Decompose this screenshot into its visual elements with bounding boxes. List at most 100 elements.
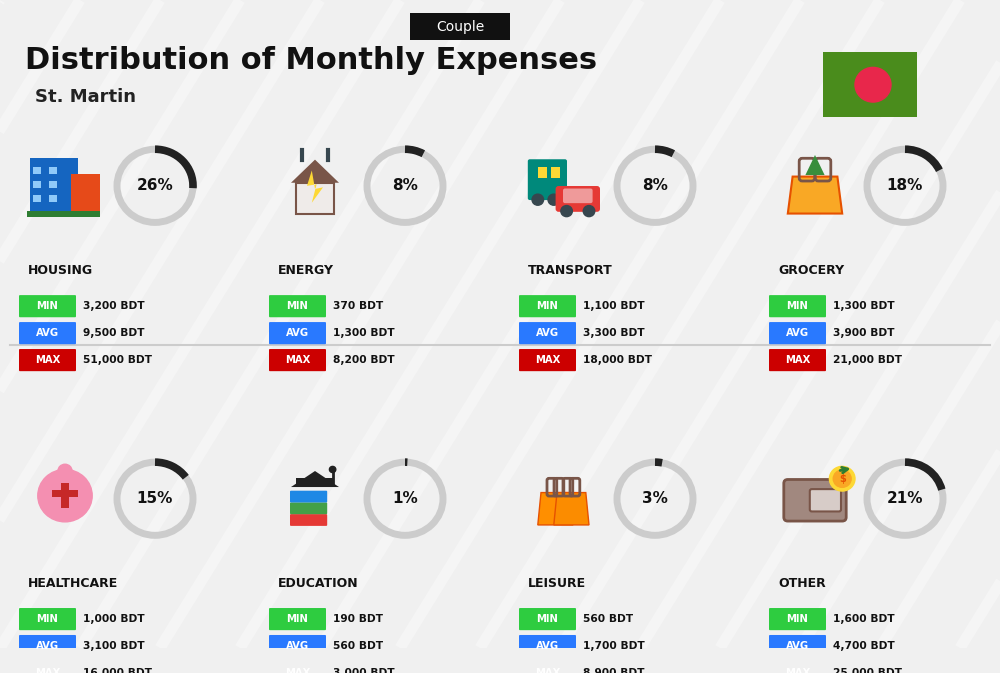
Text: MIN: MIN [37,302,58,311]
Circle shape [829,466,855,491]
Text: HEALTHCARE: HEALTHCARE [28,577,118,590]
FancyBboxPatch shape [19,349,76,371]
Text: 190 BDT: 190 BDT [333,614,383,624]
FancyBboxPatch shape [269,322,326,344]
Text: AVG: AVG [36,641,59,651]
FancyBboxPatch shape [556,186,600,212]
Text: 1,700 BDT: 1,700 BDT [583,641,645,651]
Text: MIN: MIN [787,302,808,311]
Text: 1,100 BDT: 1,100 BDT [583,302,645,311]
FancyBboxPatch shape [810,489,841,511]
Text: 8,900 BDT: 8,900 BDT [583,668,644,673]
Text: 3,900 BDT: 3,900 BDT [833,328,895,338]
Text: MAX: MAX [785,355,810,365]
Text: 3,100 BDT: 3,100 BDT [83,641,145,651]
FancyBboxPatch shape [551,168,560,178]
FancyBboxPatch shape [822,52,917,118]
FancyBboxPatch shape [410,13,510,40]
Text: EDUCATION: EDUCATION [278,577,359,590]
Circle shape [561,205,572,217]
Text: 8,200 BDT: 8,200 BDT [333,355,395,365]
FancyBboxPatch shape [538,168,547,178]
FancyBboxPatch shape [296,183,334,213]
Polygon shape [538,493,573,525]
FancyBboxPatch shape [528,160,567,200]
Text: MAX: MAX [35,668,60,673]
Text: 1,000 BDT: 1,000 BDT [83,614,145,624]
Text: MAX: MAX [285,355,310,365]
Polygon shape [554,493,589,525]
FancyBboxPatch shape [61,483,69,508]
Circle shape [583,205,595,217]
Text: 8%: 8% [392,178,418,193]
Text: HOUSING: HOUSING [28,264,93,277]
Text: St. Martin: St. Martin [35,88,136,106]
Text: AVG: AVG [536,328,559,338]
FancyBboxPatch shape [49,168,57,174]
Polygon shape [307,170,323,203]
FancyBboxPatch shape [290,503,327,514]
Circle shape [548,194,560,205]
Text: 18,000 BDT: 18,000 BDT [583,355,652,365]
FancyBboxPatch shape [290,514,327,526]
FancyBboxPatch shape [33,168,41,174]
Text: MIN: MIN [787,614,808,624]
FancyBboxPatch shape [19,662,76,673]
Text: 16,000 BDT: 16,000 BDT [83,668,152,673]
FancyBboxPatch shape [19,295,76,317]
Text: AVG: AVG [36,328,59,338]
FancyBboxPatch shape [19,608,76,630]
FancyBboxPatch shape [49,195,57,202]
FancyBboxPatch shape [519,635,576,657]
Text: MAX: MAX [785,668,810,673]
FancyBboxPatch shape [52,490,78,497]
Text: 1,300 BDT: 1,300 BDT [333,328,395,338]
Text: 21,000 BDT: 21,000 BDT [833,355,902,365]
Polygon shape [291,471,339,487]
Text: AVG: AVG [536,641,559,651]
FancyBboxPatch shape [269,608,326,630]
FancyBboxPatch shape [290,491,327,503]
Text: 3,200 BDT: 3,200 BDT [83,302,145,311]
FancyBboxPatch shape [563,188,593,203]
FancyBboxPatch shape [49,181,57,188]
Text: 560 BDT: 560 BDT [583,614,633,624]
Text: MAX: MAX [35,355,60,365]
FancyBboxPatch shape [519,295,576,317]
FancyBboxPatch shape [19,322,76,344]
Circle shape [532,194,544,205]
Text: 3%: 3% [642,491,668,506]
Text: AVG: AVG [786,328,809,338]
FancyBboxPatch shape [296,479,334,487]
Text: MIN: MIN [287,302,308,311]
Text: 51,000 BDT: 51,000 BDT [83,355,152,365]
FancyBboxPatch shape [769,295,826,317]
Circle shape [329,466,336,472]
Text: Couple: Couple [436,20,484,34]
FancyBboxPatch shape [19,635,76,657]
Circle shape [38,470,92,522]
Text: 9,500 BDT: 9,500 BDT [83,328,144,338]
Circle shape [855,67,891,102]
Text: 18%: 18% [887,178,923,193]
FancyBboxPatch shape [769,635,826,657]
FancyBboxPatch shape [769,349,826,371]
FancyBboxPatch shape [30,158,78,213]
Polygon shape [805,155,825,175]
FancyBboxPatch shape [769,322,826,344]
FancyBboxPatch shape [33,195,41,202]
Text: 3,000 BDT: 3,000 BDT [333,668,395,673]
Circle shape [833,470,851,487]
Text: MAX: MAX [285,668,310,673]
Text: 4,700 BDT: 4,700 BDT [833,641,895,651]
FancyBboxPatch shape [71,174,100,213]
Text: 15%: 15% [137,491,173,506]
Text: TRANSPORT: TRANSPORT [528,264,613,277]
FancyBboxPatch shape [269,295,326,317]
FancyBboxPatch shape [519,608,576,630]
Text: MAX: MAX [535,355,560,365]
Text: $: $ [839,474,846,484]
FancyBboxPatch shape [269,349,326,371]
Text: MIN: MIN [537,614,558,624]
Text: 1,300 BDT: 1,300 BDT [833,302,895,311]
